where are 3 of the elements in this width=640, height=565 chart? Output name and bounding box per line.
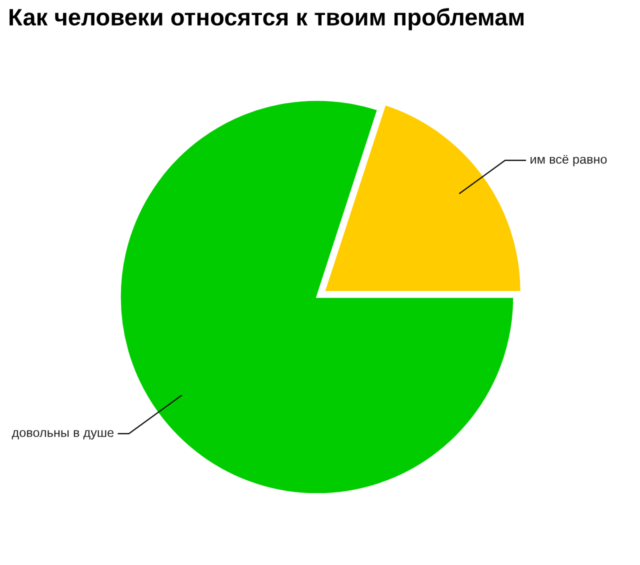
slice-label: довольны в душе <box>12 430 114 440</box>
chart-title: Как человеки относятся к твоим проблемам <box>10 8 524 30</box>
slice-label: им всё равно <box>530 154 607 166</box>
